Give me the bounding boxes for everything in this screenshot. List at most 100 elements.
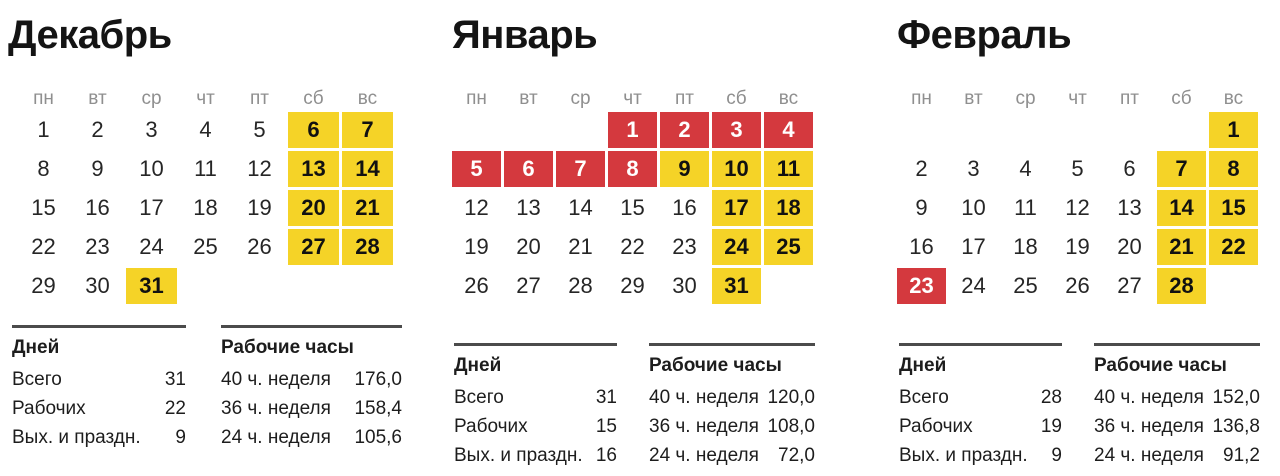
day-cell-weekend: 24 [712,229,761,265]
weekday-header: пт [675,88,694,109]
day-cell-weekend: 9 [660,151,709,187]
day-cell-workday: 30 [85,273,110,298]
day-cell-workday: 24 [961,273,986,298]
stat-row: Вых. и праздн. 9 [12,423,186,452]
month-title: Февраль [897,13,1072,57]
day-cell-workday: 23 [85,234,110,259]
stat-value: 91,2 [1223,445,1260,466]
day-cell-weekend: 10 [712,151,761,187]
weekday-header: чт [1068,88,1087,109]
stat-value: 16 [595,445,617,466]
day-cell-workday: 6 [1123,156,1136,181]
day-cell-holiday: 7 [556,151,605,187]
stat-value: 15 [595,416,617,437]
day-cell-weekend: 14 [342,151,393,187]
stat-value: 28 [1040,387,1062,408]
day-cell-workday: 30 [672,273,697,298]
day-cell-workday: 21 [568,234,593,259]
stat-label: Вых. и праздн. [899,445,1028,466]
stat-row: 40 ч. неделя 120,0 [649,383,815,412]
stat-value: 152,0 [1212,387,1260,408]
day-cell-workday: 25 [1013,273,1038,298]
empty-cell [1001,112,1050,148]
day-cell-workday: 27 [1117,273,1142,298]
stat-label: 40 ч. неделя [221,369,331,390]
day-cell-workday: 10 [961,195,986,220]
weekday-header: пт [1120,88,1139,109]
stat-row: Всего 31 [454,383,617,412]
day-cell-workday: 19 [464,234,489,259]
weekday-header: сб [303,88,324,109]
day-cell-weekend: 21 [342,190,393,226]
weekday-header: пт [250,88,269,109]
days-table-title: Дней [12,337,60,358]
day-cell-workday: 9 [91,156,104,181]
day-cell-weekend: 22 [1209,229,1258,265]
stat-value: 105,6 [354,427,402,448]
hours-table-title: Рабочие часы [1094,355,1227,376]
calendar-grid: пн вт ср чт пт сб вс 1 2 3 4 5 6 7 8 9 10 11 12 13 14 15 16 17 1… [18,88,410,304]
month-section: Февраль пн вт ср чт пт сб вс 1 2 3 4 5 6 7 8 9 10 11 12 13 14… [897,13,1267,466]
month-section: Декабрь пн вт ср чт пт сб вс 1 2 3 4 5 6 7 8 9 10 11 12 13 14… [8,14,410,448]
day-cell-workday: 18 [193,195,218,220]
day-cell-holiday: 1 [608,112,657,148]
month-stats: Дней Всего 31 Рабочих 22 Вых. и праздн. 9 Рабоч… [12,325,402,452]
day-cell-workday: 2 [915,156,928,181]
day-cell-workday: 28 [568,273,593,298]
weekday-header: сб [1171,88,1192,109]
day-cell-workday: 26 [464,273,489,298]
day-cell-weekend: 13 [288,151,339,187]
stat-value: 9 [175,427,186,448]
weekday-header: чт [623,88,642,109]
empty-cell [1157,112,1206,148]
day-cell-workday: 19 [247,195,272,220]
weekday-header: пн [466,88,487,109]
stat-row: 24 ч. неделя 72,0 [649,441,815,470]
weekday-header: чт [196,88,215,109]
day-cell-workday: 18 [1013,234,1038,259]
day-cell-weekend: 14 [1157,190,1206,226]
empty-cell [504,112,553,148]
day-cell-workday: 1 [37,117,50,142]
day-cell-workday: 13 [516,195,541,220]
stat-value: 120,0 [767,387,815,408]
stat-row: 36 ч. неделя 108,0 [649,412,815,441]
stat-value: 31 [595,387,617,408]
stat-label: Вых. и праздн. [454,445,583,466]
stat-value: 176,0 [354,369,402,390]
stat-label: 40 ч. неделя [649,387,759,408]
day-cell-workday: 24 [139,234,164,259]
days-table-title: Дней [454,355,502,376]
day-cell-holiday: 2 [660,112,709,148]
day-cell-workday: 10 [139,156,164,181]
day-cell-workday: 11 [1014,195,1037,220]
day-cell-workday: 8 [37,156,50,181]
stat-row: 40 ч. неделя 176,0 [221,365,402,394]
day-cell-workday: 16 [909,234,934,259]
days-table: Дней Всего 28 Рабочих 19 Вых. и праздн. 9 [899,343,1062,470]
day-cell-weekend: 1 [1209,112,1258,148]
days-table: Дней Всего 31 Рабочих 15 Вых. и праздн. 16 [454,343,617,470]
calendar-grid: пн вт ср чт пт сб вс 1 2 3 4 5 6 7 8 9 10 11 12 13 14 15 16 17 1… [452,88,830,304]
day-cell-workday: 29 [31,273,56,298]
stat-label: 36 ч. неделя [1094,416,1204,437]
stat-label: Рабочих [454,416,528,437]
day-cell-weekend: 21 [1157,229,1206,265]
stat-row: Вых. и праздн. 16 [454,441,617,470]
day-cell-weekend: 20 [288,190,339,226]
stat-row: Рабочих 19 [899,412,1062,441]
day-cell-workday: 15 [31,195,56,220]
day-cell-workday: 25 [193,234,218,259]
stat-label: 40 ч. неделя [1094,387,1204,408]
weekday-header: вс [778,88,799,109]
empty-cell [1053,112,1102,148]
weekday-header: вс [357,88,378,109]
day-cell-workday: 17 [139,195,164,220]
stat-label: 36 ч. неделя [221,398,331,419]
weekday-header: вт [519,88,538,109]
stat-label: Рабочих [899,416,973,437]
day-cell-workday: 4 [1019,156,1032,181]
weekday-header: пн [33,88,54,109]
day-cell-workday: 3 [967,156,980,181]
day-cell-holiday: 23 [897,268,946,304]
